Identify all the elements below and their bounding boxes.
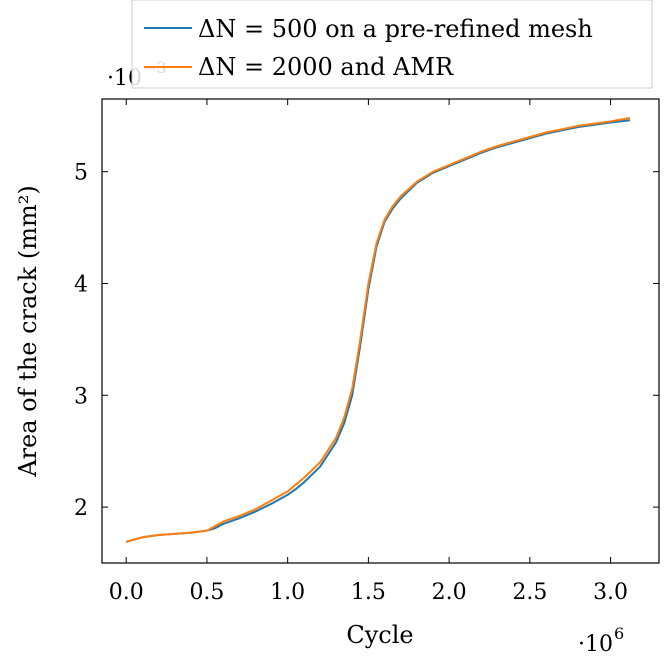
series-line-2: [125, 117, 631, 543]
x-tick-label: 0.0: [109, 580, 144, 605]
series-lines: [125, 117, 631, 543]
x-tick-label: 3.0: [593, 580, 628, 605]
legend-label-series-2: ΔN = 2000 and AMR: [198, 53, 454, 81]
axis-ticks: 0.0 0.5 1.0 1.5 2.0 2.5 3.0 2 3 4 5: [74, 99, 659, 605]
y-tick-label: 2: [74, 496, 88, 521]
x-tick-label: 1.5: [351, 580, 386, 605]
x-multiplier: ·10 6: [578, 624, 624, 657]
series-line-1: [125, 119, 631, 543]
x-tick-label: 2.5: [512, 580, 547, 605]
y-tick-label: 3: [74, 384, 88, 409]
x-multiplier-base: ·10: [578, 632, 613, 657]
y-axis-title: Area of the crack (mm²): [14, 185, 42, 478]
plot-frame: [101, 98, 660, 564]
legend-box: [131, 0, 653, 89]
x-axis-title: Cycle: [346, 621, 413, 649]
x-tick-label: 2.0: [432, 580, 467, 605]
x-multiplier-exponent: 6: [614, 624, 624, 643]
x-tick-label: 1.0: [270, 580, 305, 605]
x-tick-label: 0.5: [189, 580, 224, 605]
legend: ΔN = 500 on a pre-refined mesh ΔN = 2000…: [131, 0, 653, 89]
legend-label-series-1: ΔN = 500 on a pre-refined mesh: [198, 15, 593, 43]
y-tick-label: 4: [74, 272, 88, 297]
y-tick-label: 5: [74, 161, 88, 186]
